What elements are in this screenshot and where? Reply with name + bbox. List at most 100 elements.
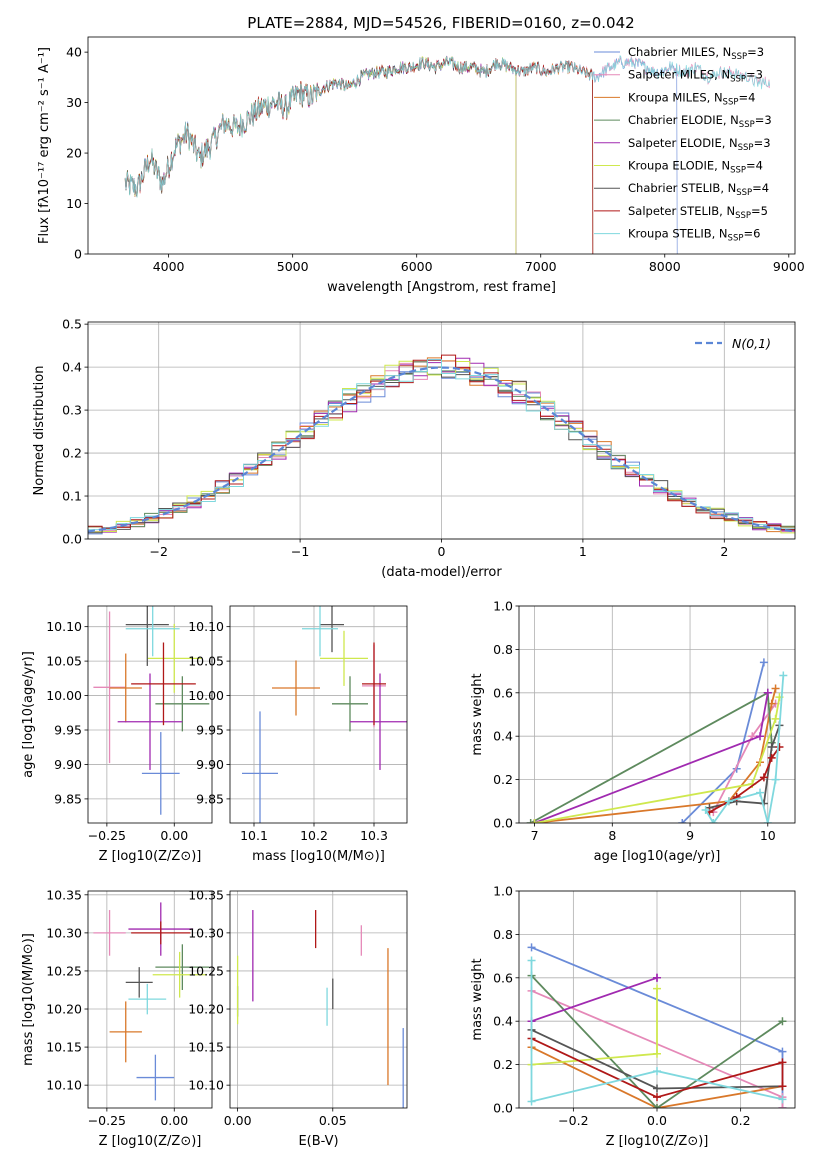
- spectrum-line: [124, 57, 594, 254]
- spectrum-line: [124, 54, 771, 198]
- legend-label: Chabrier MILES, NSSP=3: [628, 45, 764, 62]
- weight-line: [531, 1037, 784, 1099]
- y-axis-label: mass weight: [470, 958, 485, 1040]
- spectrum-line: [124, 56, 594, 254]
- y-axis-label: age [log10(age/yr)]: [21, 651, 36, 778]
- y-tick-label: 10.30: [46, 925, 82, 940]
- weight-vs-metallicity-panel: −0.2 0.0 0.2 0.0 0.2 0.4 0.6 0.8 1.0 Z [log10(Z/Z…: [470, 884, 796, 1149]
- y-tick-label: 10.20: [188, 1002, 224, 1017]
- x-tick-label: −0.2: [558, 1113, 588, 1128]
- axes-frame: [229, 605, 408, 824]
- legend-label-sub: SSP: [731, 52, 747, 62]
- x-axis-label: E(B-V): [298, 1134, 338, 1149]
- y-tick-label: 10.25: [46, 963, 82, 978]
- legend-label-suffix: =4: [738, 90, 755, 104]
- y-tick-label: 9.85: [196, 791, 224, 806]
- weight-marker: [763, 819, 772, 823]
- x-axis-label: mass [log10(M/M⊙)]: [252, 849, 385, 864]
- y-tick-label: 10.35: [188, 887, 224, 902]
- y-tick-label: 0: [74, 247, 82, 262]
- y-tick-label: 9.95: [54, 723, 82, 738]
- x-tick-label: 8000: [649, 259, 681, 274]
- y-tick-label: 10.15: [188, 1040, 224, 1055]
- y-tick-label: 0.4: [493, 729, 513, 744]
- plot-area: [526, 658, 788, 823]
- y-tick-label: 9.90: [54, 757, 82, 772]
- weight-marker: [778, 1095, 787, 1104]
- weight-marker: [653, 1093, 661, 1102]
- y-axis-label: Flux [fλ10⁻¹⁷ erg cm⁻² s⁻¹ A⁻¹]: [37, 47, 52, 244]
- y-tick-label: 10.30: [188, 925, 224, 940]
- weight-marker: [653, 1049, 661, 1058]
- y-tick-label: 10.10: [46, 619, 82, 634]
- x-tick-label: 0.05: [319, 1113, 347, 1128]
- axes-frame: [87, 605, 213, 824]
- y-tick-label: 40: [66, 45, 82, 60]
- weight-line: [530, 974, 784, 1108]
- y-tick-label: 0.0: [62, 532, 82, 547]
- x-tick-label: −1: [291, 544, 309, 559]
- plot-area: [236, 910, 404, 1108]
- plot-area: [93, 606, 210, 815]
- legend-label-sub: SSP: [730, 75, 746, 85]
- x-tick-label: −0.25: [88, 1113, 126, 1128]
- legend-label-name: Salpeter STELIB, N: [628, 204, 735, 218]
- y-tick-label: 0.8: [493, 642, 513, 657]
- legend-label-sub: SSP: [730, 166, 746, 176]
- legend-label: N(0,1): [732, 336, 771, 351]
- spectrum-line: [124, 56, 678, 254]
- x-tick-label: 10.2: [300, 828, 328, 843]
- y-axis-label: mass weight: [470, 673, 485, 755]
- legend-label-sub: SSP: [735, 211, 751, 221]
- legend-label-suffix: =4: [746, 159, 763, 173]
- axes-frame: [518, 890, 796, 1109]
- spectrum-line: [124, 55, 517, 254]
- weight-marker: [759, 773, 768, 782]
- weight-line: [530, 960, 783, 1103]
- x-tick-label: 9000: [773, 259, 805, 274]
- axes-frame: [229, 890, 408, 1109]
- legend-label-name: Kroupa ELODIE, N: [628, 159, 730, 173]
- legend-label-name: Chabrier ELODIE, N: [628, 113, 739, 127]
- x-tick-label: −0.25: [88, 828, 126, 843]
- x-axis-label: Z [log10(Z/Z⊙)]: [99, 849, 202, 864]
- x-tick-label: 8: [608, 828, 616, 843]
- weight-line: [534, 696, 781, 823]
- legend-label: Salpeter MILES, NSSP=3: [628, 68, 763, 85]
- y-tick-label: 0.4: [62, 360, 82, 375]
- figure-title: PLATE=2884, MJD=54526, FIBERID=0160, z=0…: [247, 14, 634, 32]
- legend-label: Chabrier ELODIE, NSSP=3: [628, 113, 772, 130]
- mass-vs-metallicity-panel: −0.25 0.00 10.10 10.15 10.20 10.25 10.30 10.35 Z…: [21, 887, 213, 1149]
- weight-marker: [778, 1058, 787, 1067]
- legend-label: Kroupa ELODIE, NSSP=4: [628, 159, 763, 176]
- y-tick-label: 0.0: [493, 1101, 513, 1116]
- legend-label-suffix: =5: [751, 204, 768, 218]
- mass-vs-extinction-panel: 0.00 0.05 10.10 10.15 10.20 10.25 10.30 10.35 E(…: [188, 887, 408, 1149]
- legend-label-suffix: =3: [747, 45, 764, 59]
- weight-marker: [778, 1104, 787, 1108]
- x-tick-label: 9: [686, 828, 694, 843]
- plot-area: [88, 354, 795, 535]
- y-tick-label: 10.05: [188, 654, 224, 669]
- legend-label-name: Salpeter MILES, N: [628, 68, 730, 82]
- spectrum-panel: 4000 5000 6000 7000 8000 9000 0 10 20 30 40 wavelen…: [37, 36, 805, 295]
- weight-marker: [526, 819, 535, 823]
- y-tick-label: 0.6: [493, 685, 513, 700]
- weight-marker: [701, 805, 710, 814]
- y-tick-label: 10: [66, 196, 82, 211]
- age-vs-mass-panel: 10.1 10.2 10.3 9.85 9.90 9.95 10.00 10.05 10.10 m…: [188, 605, 408, 864]
- y-tick-label: 0.2: [493, 772, 513, 787]
- x-axis-label: (data-model)/error: [381, 565, 502, 580]
- x-tick-label: 0.00: [160, 1113, 188, 1128]
- y-tick-label: 10.15: [46, 1040, 82, 1055]
- plot-area: [527, 943, 787, 1108]
- y-tick-label: 1.0: [493, 599, 513, 614]
- legend-label-name: Kroupa MILES, N: [628, 90, 723, 104]
- x-axis-label: Z [log10(Z/Z⊙)]: [99, 1134, 202, 1149]
- x-tick-label: 0.00: [160, 828, 188, 843]
- y-tick-label: 0.3: [62, 403, 82, 418]
- legend-label-sub: SSP: [738, 143, 754, 153]
- y-tick-label: 1.0: [493, 884, 513, 899]
- y-tick-label: 0.6: [493, 970, 513, 985]
